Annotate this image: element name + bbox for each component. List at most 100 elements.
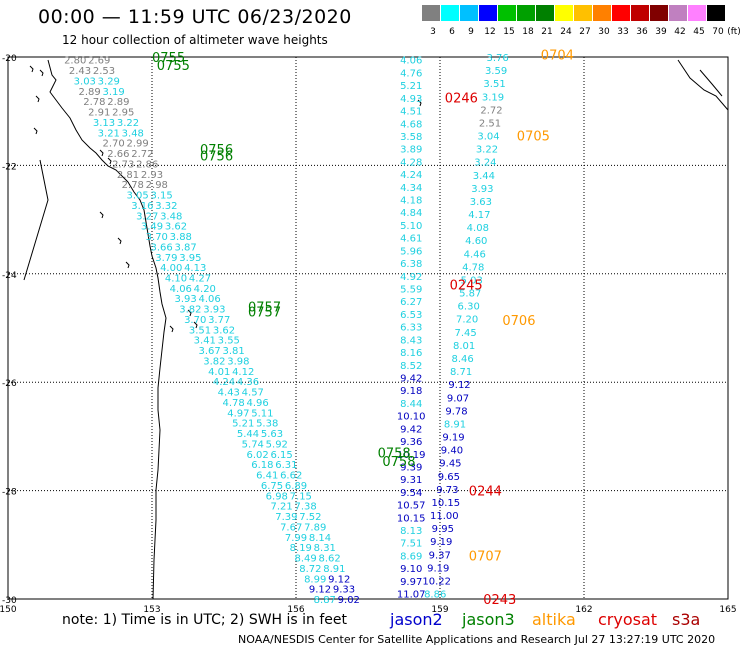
- wave-height-value: 10.22: [422, 576, 451, 587]
- wave-height-value: 4.34: [400, 183, 422, 194]
- wave-height-value: 2.72: [480, 105, 502, 116]
- wave-height-value: 6.38: [400, 259, 422, 270]
- wave-height-value: 3.48: [122, 128, 144, 139]
- wave-height-value: 6.31: [275, 460, 297, 471]
- wave-height-value: 4.06: [170, 284, 192, 295]
- wave-height-value: 5.11: [251, 408, 273, 419]
- wave-height-value: 2.89: [78, 87, 100, 98]
- longitude-label: 153: [143, 605, 160, 615]
- footer-credit: NOAA/NESDIS Center for Satellite Applica…: [238, 633, 716, 646]
- wave-height-value: 9.02: [338, 595, 360, 606]
- island-outline: [417, 99, 422, 107]
- wave-height-value: 7.67: [280, 522, 302, 533]
- legend-label: 15: [503, 27, 515, 37]
- wave-height-value: 2.53: [93, 66, 115, 77]
- wave-height-value: 6.27: [400, 297, 422, 308]
- wave-height-value: 3.70: [146, 232, 168, 243]
- wave-height-value: 7.52: [299, 512, 321, 523]
- legend-swatch: [536, 5, 554, 21]
- wave-height-value: 3.49: [141, 222, 163, 233]
- pass-time-label: 0246: [445, 92, 478, 107]
- wave-height-value: 5.21: [400, 81, 422, 92]
- wave-height-value: 5.44: [237, 429, 259, 440]
- legend-swatch: [574, 5, 592, 21]
- wave-height-value: 9.42: [400, 373, 422, 384]
- wave-height-value: 3.16: [131, 201, 153, 212]
- wave-height-value: 9.97: [400, 577, 422, 588]
- wave-height-value: 9.54: [400, 488, 422, 499]
- wave-height-value: 2.91: [88, 108, 110, 119]
- satellite-altika: altika: [532, 610, 576, 629]
- wave-height-value: 9.33: [333, 585, 355, 596]
- pass-time-label: 0244: [469, 485, 502, 500]
- wave-height-value: 3.19: [482, 92, 504, 103]
- wave-height-value: 2.93: [141, 170, 163, 181]
- wave-height-value: 9.37: [429, 550, 451, 561]
- wave-height-value: 4.24: [213, 377, 235, 388]
- wave-height-value: 9.39: [400, 462, 422, 473]
- legend-swatch: [479, 5, 497, 21]
- wave-height-value: 2.81: [117, 170, 139, 181]
- latitude-label: -22: [2, 162, 17, 172]
- wave-height-value: 9.45: [439, 459, 461, 470]
- wave-height-value: 8.86: [424, 590, 446, 601]
- wave-height-value: 2.86: [136, 159, 158, 170]
- wave-height-value: 3.22: [476, 145, 498, 156]
- pass-time-label: 0756: [200, 143, 233, 158]
- wave-height-value: 8.46: [451, 354, 473, 365]
- pass-time-label: 0758: [382, 455, 415, 470]
- wave-height-value: 4.36: [237, 377, 259, 388]
- wave-height-value: 5.03: [461, 275, 483, 286]
- coast-detail: [23, 159, 49, 281]
- island-outline: [169, 325, 174, 333]
- mainland-coast: [47, 59, 167, 600]
- wave-height-value: 3.05: [126, 191, 148, 202]
- legend-swatch: [669, 5, 687, 21]
- new-caledonia-coast: [699, 69, 723, 97]
- wave-height-value: 9.78: [445, 406, 467, 417]
- wave-height-value: 4.84: [400, 208, 422, 219]
- legend-swatch: [631, 5, 649, 21]
- wave-height-value: 2.51: [479, 118, 501, 129]
- wave-height-value: 3.62: [165, 222, 187, 233]
- wave-height-value: 10.15: [432, 498, 461, 509]
- wave-height-value: 8.62: [318, 554, 340, 565]
- longitude-label: 156: [287, 605, 304, 615]
- wave-height-value: 4.24: [400, 170, 422, 181]
- wave-height-value: 9.10: [400, 564, 422, 575]
- legend-label: 3: [430, 27, 436, 37]
- wave-height-value: 8.49: [294, 554, 316, 565]
- wave-height-value: 4.76: [400, 68, 422, 79]
- wave-height-value: 4.46: [464, 249, 486, 260]
- wave-height-value: 5.74: [242, 439, 264, 450]
- island-outline: [99, 149, 104, 157]
- wave-height-value: 10.10: [397, 412, 426, 423]
- legend-swatch: [650, 5, 668, 21]
- wave-height-value: 6.75: [261, 481, 283, 492]
- wave-height-value: 9.19: [442, 433, 464, 444]
- wave-height-value: 3.67: [198, 346, 220, 357]
- wave-height-value: 7.20: [456, 315, 478, 326]
- wave-height-value: 8.71: [450, 367, 472, 378]
- satellite-jason3: jason3: [462, 610, 515, 629]
- wave-height-value: 8.44: [400, 399, 422, 410]
- legend-swatch: [707, 5, 725, 21]
- wave-height-value: 3.13: [93, 118, 115, 129]
- wave-height-value: 6.41: [256, 471, 278, 482]
- wave-height-value: 9.12: [328, 574, 350, 585]
- wave-height-value: 3.95: [179, 253, 201, 264]
- wave-height-value: 9.19: [430, 537, 452, 548]
- legend-label: 24: [560, 27, 572, 37]
- wave-height-value: 3.51: [189, 325, 211, 336]
- wave-height-value: 3.62: [213, 325, 235, 336]
- wave-height-value: 6.33: [400, 323, 422, 334]
- wave-height-value: 6.15: [270, 450, 292, 461]
- wave-height-value: 8.43: [400, 335, 422, 346]
- legend-label: 36: [636, 27, 648, 37]
- wave-height-value: 4.08: [467, 223, 489, 234]
- satellite-s3a: s3a: [672, 610, 701, 629]
- wave-height-value: 6.62: [280, 471, 302, 482]
- wave-height-value: 3.77: [208, 315, 230, 326]
- island-outline: [187, 309, 192, 317]
